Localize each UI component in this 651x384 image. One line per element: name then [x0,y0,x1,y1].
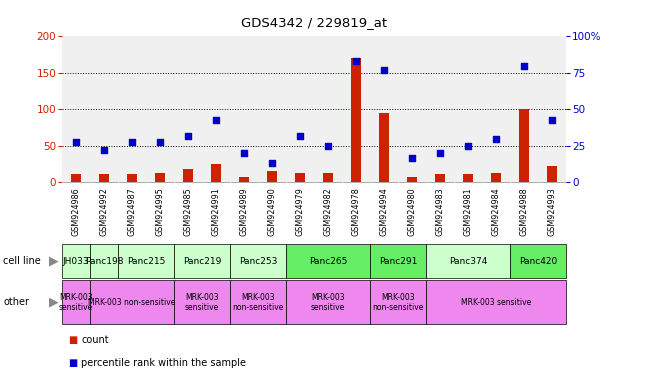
Point [295,132,305,139]
Bar [492,173,501,182]
Bar [155,173,165,182]
Text: percentile rank within the sample: percentile rank within the sample [81,358,246,368]
Text: GSM924978: GSM924978 [352,187,361,236]
Bar [295,173,305,182]
Bar [183,169,193,182]
Bar [230,244,286,278]
Bar [408,177,417,182]
Point [155,139,165,145]
Bar [118,244,174,278]
Text: GDS4342 / 229819_at: GDS4342 / 229819_at [241,16,387,29]
Bar [426,244,510,278]
Point [519,63,529,69]
Bar [71,174,81,182]
Text: JH033: JH033 [62,257,89,266]
Point [323,143,333,149]
Text: MRK-003
non-sensitive: MRK-003 non-sensitive [372,293,424,312]
Text: count: count [81,335,109,345]
Point [71,139,81,145]
Bar [99,174,109,182]
Text: GSM924990: GSM924990 [268,187,277,236]
Text: cell line: cell line [3,256,41,266]
Text: GSM924982: GSM924982 [324,187,333,236]
Bar [436,174,445,182]
Text: GSM924993: GSM924993 [548,187,557,236]
Text: GSM924981: GSM924981 [464,187,473,236]
Point [183,132,193,139]
Text: MRK-003
sensitive: MRK-003 sensitive [185,293,219,312]
Bar [90,244,118,278]
Bar [62,244,90,278]
Text: GSM924988: GSM924988 [520,187,529,236]
Point [463,143,473,149]
Bar [174,244,230,278]
Text: GSM924984: GSM924984 [492,187,501,236]
Text: MRK-003
sensitive: MRK-003 sensitive [59,293,93,312]
Text: GSM924985: GSM924985 [184,187,193,236]
Bar [211,164,221,182]
Text: GSM924989: GSM924989 [240,187,249,236]
Bar [286,280,370,324]
Bar [174,280,230,324]
Text: ■: ■ [68,335,77,345]
Bar [464,174,473,182]
Text: GSM924991: GSM924991 [212,187,221,236]
Text: GSM924994: GSM924994 [380,187,389,236]
Point [127,139,137,145]
Text: Panc265: Panc265 [309,257,348,266]
Text: GSM924992: GSM924992 [100,187,108,236]
Bar [519,109,529,182]
Bar [370,244,426,278]
Point [491,136,501,142]
Text: Panc374: Panc374 [449,257,488,266]
Text: GSM924986: GSM924986 [72,187,80,236]
Text: Panc420: Panc420 [519,257,557,266]
Text: GSM924983: GSM924983 [436,187,445,236]
Point [407,154,417,161]
Text: MRK-003
non-sensitive: MRK-003 non-sensitive [232,293,284,312]
Bar [239,177,249,182]
Text: MRK-003 non-sensitive: MRK-003 non-sensitive [89,298,176,307]
Point [99,147,109,153]
Point [267,161,277,167]
Text: Panc198: Panc198 [85,257,123,266]
Text: GSM924995: GSM924995 [156,187,165,236]
Text: other: other [3,297,29,308]
Text: GSM924987: GSM924987 [128,187,137,236]
Text: GSM924980: GSM924980 [408,187,417,236]
Text: MRK-003 sensitive: MRK-003 sensitive [461,298,531,307]
Text: MRK-003
sensitive: MRK-003 sensitive [311,293,345,312]
Bar [230,280,286,324]
Bar [90,280,174,324]
Bar [426,280,566,324]
Bar [286,244,370,278]
Bar [352,58,361,182]
Bar [323,173,333,182]
Bar [267,171,277,182]
Bar [62,280,90,324]
Point [379,67,389,73]
Point [435,150,445,156]
Point [351,58,361,65]
Point [239,150,249,156]
Point [547,117,557,123]
Text: GSM924979: GSM924979 [296,187,305,236]
Bar [510,244,566,278]
Bar [547,166,557,182]
Text: Panc215: Panc215 [127,257,165,266]
Bar [380,113,389,182]
Text: ■: ■ [68,358,77,368]
Text: Panc291: Panc291 [379,257,417,266]
Bar [370,280,426,324]
Text: Panc219: Panc219 [183,257,221,266]
Text: Panc253: Panc253 [239,257,277,266]
Text: ▶: ▶ [49,296,59,309]
Text: ▶: ▶ [49,255,59,268]
Point [211,117,221,123]
Bar [127,174,137,182]
